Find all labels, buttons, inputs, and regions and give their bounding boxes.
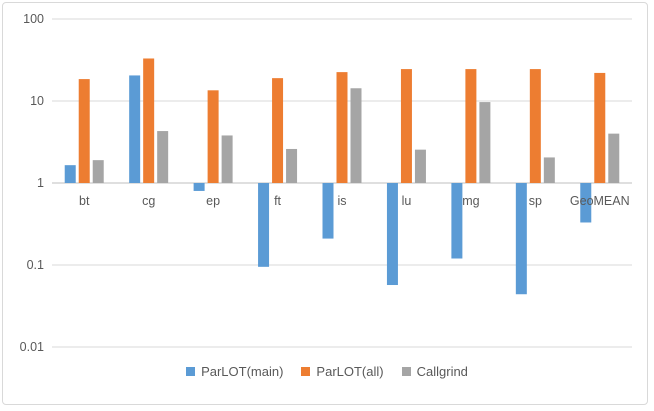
legend: ParLOT(main) ParLOT(all) Callgrind (0, 364, 654, 379)
bar-parlot-main-ep (193, 183, 205, 191)
bar-parlot-main-ft (258, 183, 270, 267)
bar-callgrind-cg (157, 131, 169, 183)
bar-parlot-all-ft (272, 78, 284, 183)
y-tick-label: 100 (23, 12, 44, 26)
bar-parlot-all-mg (465, 69, 477, 183)
bar-callgrind-is (350, 88, 362, 183)
y-tick-label: 0.01 (20, 340, 44, 354)
legend-label-parlot-main: ParLOT(main) (201, 364, 284, 379)
bar-parlot-main-lu (386, 183, 398, 286)
bar-parlot-main-geomean (580, 183, 592, 223)
y-axis-tick-labels: 0.01 0.1 1 10 100 (20, 12, 44, 354)
x-tick-label: ft (274, 194, 281, 208)
bar-callgrind-mg (479, 102, 491, 183)
legend-label-parlot-all: ParLOT(all) (316, 364, 384, 379)
bar-callgrind-geomean (608, 133, 620, 183)
x-tick-label: bt (79, 194, 90, 208)
legend-swatch-parlot-all (301, 367, 311, 376)
bar-callgrind-bt (92, 160, 104, 183)
y-tick-label: 1 (37, 176, 44, 190)
x-tick-label: is (337, 194, 346, 208)
bar-callgrind-ep (221, 135, 233, 183)
x-tick-label: cg (142, 194, 155, 208)
legend-item-parlot-main: ParLOT(main) (186, 364, 283, 379)
legend-label-callgrind: Callgrind (416, 364, 468, 379)
y-tick-label: 0.1 (27, 258, 44, 272)
legend-item-callgrind: Callgrind (401, 364, 468, 379)
x-tick-label: ep (206, 194, 220, 208)
bar-parlot-all-geomean (594, 72, 606, 183)
legend-swatch-parlot-main (186, 367, 196, 376)
y-tick-label: 10 (30, 94, 44, 108)
bar-parlot-all-lu (400, 69, 412, 183)
bar-parlot-all-sp (529, 69, 541, 183)
legend-item-parlot-all: ParLOT(all) (301, 364, 384, 379)
bar-parlot-all-ep (207, 90, 219, 183)
bar-parlot-main-sp (515, 183, 527, 295)
bar-callgrind-ft (286, 148, 298, 183)
bar-parlot-all-is (336, 72, 348, 183)
x-tick-label: sp (529, 194, 542, 208)
bar-parlot-main-bt (64, 165, 76, 183)
bar-parlot-all-cg (143, 58, 155, 183)
bar-parlot-main-mg (451, 183, 463, 259)
x-axis-category-labels: bt cg ep ft is lu mg sp GeoMEAN (79, 194, 630, 208)
legend-swatch-callgrind (401, 367, 411, 376)
bars (64, 58, 620, 295)
bar-callgrind-lu (414, 149, 426, 183)
bar-parlot-all-bt (78, 79, 90, 183)
bar-parlot-main-cg (129, 75, 141, 183)
bar-callgrind-sp (543, 157, 555, 183)
x-tick-label: mg (462, 194, 479, 208)
x-tick-label: GeoMEAN (570, 194, 630, 208)
x-tick-label: lu (402, 194, 412, 208)
bar-parlot-main-is (322, 183, 334, 239)
